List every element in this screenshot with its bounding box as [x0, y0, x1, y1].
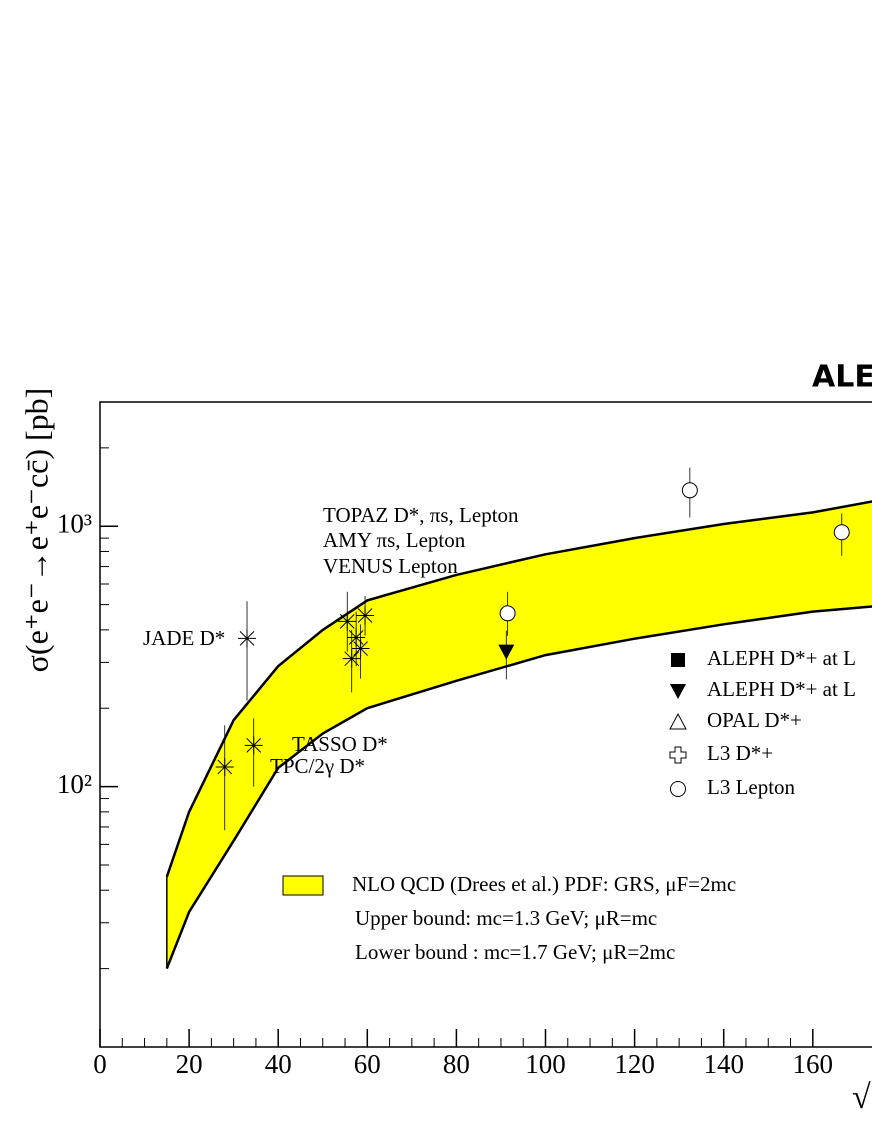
point — [238, 629, 257, 648]
legend-label: L3 D*+ — [707, 741, 773, 765]
point — [351, 639, 370, 658]
chart-title: ALE — [812, 360, 872, 395]
point — [833, 524, 850, 541]
annotation: NLO QCD (Drees et al.) PDF: GRS, μF=2mc — [352, 872, 736, 896]
y-axis-label: σ(e⁺e⁻→e⁺e⁻cc̄) [pb] — [18, 388, 54, 673]
x-tick-label: 160 — [793, 1049, 834, 1079]
x-tick-label: 140 — [703, 1049, 744, 1079]
point — [215, 757, 234, 776]
legend-label: ALEPH D*+ at L — [707, 677, 856, 701]
point — [338, 612, 357, 631]
band-upper — [165, 500, 872, 878]
x-tick-label: 0 — [93, 1049, 107, 1079]
point — [244, 736, 263, 755]
x-tick-label: 120 — [614, 1049, 655, 1079]
legend-marker — [669, 746, 687, 764]
point — [498, 644, 515, 660]
legend-label: ALEPH D*+ at L — [707, 646, 856, 670]
band-legend-swatch — [282, 875, 324, 896]
y-tick-label: 10³ — [57, 508, 92, 538]
annotation: TASSO D* — [292, 732, 388, 756]
legend-label: OPAL D*+ — [707, 708, 802, 732]
x-tick-label: 40 — [265, 1049, 292, 1079]
x-tick-label: 60 — [354, 1049, 381, 1079]
x-axis-label: √ — [852, 1079, 871, 1116]
x-tick-label: 80 — [443, 1049, 470, 1079]
annotation: VENUS Lepton — [323, 554, 458, 578]
x-tick-label: 20 — [176, 1049, 203, 1079]
point — [681, 482, 698, 499]
band-lower — [165, 605, 872, 970]
annotation: Lower bound : mc=1.7 GeV; μR=2mc — [355, 940, 675, 964]
legend-marker — [669, 712, 687, 730]
annotation: Upper bound: mc=1.3 GeV; μR=mc — [355, 906, 657, 930]
legend-marker — [670, 781, 686, 797]
legend-label: L3 Lepton — [707, 775, 796, 799]
annotation: JADE D* — [143, 626, 225, 650]
point — [356, 606, 375, 625]
legend-marker — [671, 653, 685, 667]
x-tick-label: 100 — [525, 1049, 566, 1079]
annotation: AMY πs, Lepton — [323, 528, 466, 552]
point — [342, 649, 361, 668]
annotation: TPC/2γ D* — [270, 754, 365, 778]
point — [499, 605, 516, 622]
point — [347, 628, 366, 647]
band-area — [166, 501, 872, 969]
legend-marker — [670, 684, 686, 699]
annotation: TOPAZ D*, πs, Lepton — [323, 503, 519, 527]
y-tick-label: 10² — [57, 769, 92, 799]
